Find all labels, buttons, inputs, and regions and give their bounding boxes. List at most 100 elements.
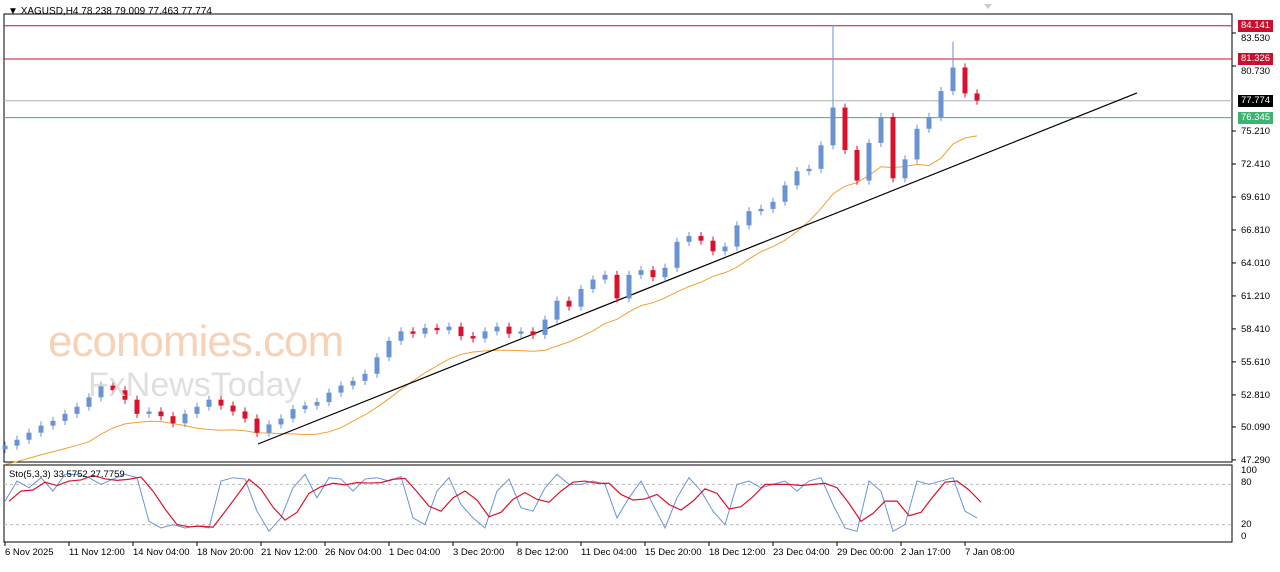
price-tick-label: 69.610 xyxy=(1241,191,1271,203)
candle-body xyxy=(50,420,56,426)
trendline xyxy=(257,92,1138,445)
price-tag-current: 77.774 xyxy=(1238,94,1274,107)
candle-body xyxy=(554,300,560,320)
candle-body xyxy=(338,385,344,393)
moving-average-line xyxy=(4,135,978,465)
price-tick-label: 72.410 xyxy=(1241,158,1271,170)
candle-body xyxy=(98,385,104,398)
candle-body xyxy=(578,288,584,307)
candle-body xyxy=(170,416,176,424)
candle-body xyxy=(926,116,932,129)
collapse-triangle-icon[interactable]: ▼ xyxy=(8,6,18,17)
candle-body xyxy=(158,411,164,417)
candle-body xyxy=(266,424,272,433)
candle-body xyxy=(422,327,428,334)
candle-body xyxy=(722,246,728,252)
watermark-economies: economies.com xyxy=(48,317,344,366)
price-tick-label: 64.010 xyxy=(1241,257,1271,269)
candle-body xyxy=(626,274,632,299)
candle-body xyxy=(182,413,188,424)
price-tick-label: 50.090 xyxy=(1241,421,1271,433)
candle-body xyxy=(458,326,464,337)
candle-body xyxy=(122,390,128,400)
candle-body xyxy=(410,331,416,334)
candle-body xyxy=(386,340,392,358)
price-tick-label: 61.210 xyxy=(1241,290,1271,302)
candle-body xyxy=(314,402,320,406)
candle-body xyxy=(542,319,548,335)
price-tag-support: 76.345 xyxy=(1238,111,1274,124)
candle-body xyxy=(14,439,20,446)
candle-body xyxy=(842,107,848,150)
date-tick-label: 26 Nov 04:00 xyxy=(325,547,382,558)
date-tick-label: 21 Nov 12:00 xyxy=(261,547,318,558)
candle-body xyxy=(746,211,752,226)
candle-body xyxy=(614,274,620,299)
candle-body xyxy=(134,399,140,414)
stochastic-level-label: 0 xyxy=(1241,531,1247,542)
candle-body xyxy=(398,331,404,341)
candle-body xyxy=(278,418,284,425)
candle-body xyxy=(638,270,644,275)
candle-body xyxy=(362,373,368,381)
scroll-marker-icon xyxy=(984,4,992,9)
stochastic-k-line xyxy=(4,473,978,533)
main-pane-frame xyxy=(3,13,1233,463)
chart-title: ▼ XAGUSD,H4 78.238 79.009 77.463 77.774 xyxy=(8,6,212,18)
date-tick-label: 6 Nov 2025 xyxy=(5,547,54,558)
date-tick-label: 11 Dec 04:00 xyxy=(581,547,637,558)
candle-body xyxy=(650,270,656,278)
date-tick-label: 3 Dec 20:00 xyxy=(453,547,505,558)
price-tick-label: 58.410 xyxy=(1241,323,1271,335)
price-tag-resistance: 84.141 xyxy=(1238,19,1274,32)
price-tick-label: 47.290 xyxy=(1241,454,1271,466)
candle-body xyxy=(818,145,824,169)
stochastic-level-label: 80 xyxy=(1241,477,1252,488)
candle-body xyxy=(962,67,968,94)
date-tick-label: 18 Dec 12:00 xyxy=(709,547,766,558)
candle-body xyxy=(686,235,692,242)
date-tick-label: 8 Dec 12:00 xyxy=(517,547,569,558)
stochastic-d-line xyxy=(8,474,982,528)
candle-body xyxy=(434,327,440,331)
price-tick-label: 83.530 xyxy=(1241,32,1271,44)
candle-body xyxy=(470,336,476,339)
date-tick-label: 15 Dec 20:00 xyxy=(645,547,702,558)
stochastic-label: Sto(5,3,3) 33.5752 27.7759 xyxy=(9,469,125,480)
candle-body xyxy=(146,411,152,414)
stochastic-pane-frame xyxy=(3,464,1233,543)
candle-body xyxy=(242,411,248,419)
candle-body xyxy=(302,405,308,410)
candle-body xyxy=(866,142,872,181)
candle-body xyxy=(566,300,572,307)
candle-body xyxy=(710,240,716,252)
date-tick-label: 18 Nov 20:00 xyxy=(197,547,254,558)
candle-body xyxy=(794,171,800,186)
candle-body xyxy=(734,225,740,247)
candle-body xyxy=(590,279,596,289)
candle-body xyxy=(506,326,512,334)
date-tick-label: 2 Jan 17:00 xyxy=(901,547,951,558)
candle-body xyxy=(62,413,68,421)
candle-body xyxy=(902,159,908,179)
candle-body xyxy=(74,406,80,414)
candle-body xyxy=(290,409,296,419)
candle-body xyxy=(218,399,224,406)
price-tick-label: 66.810 xyxy=(1241,224,1271,236)
candle-body xyxy=(782,185,788,202)
candle-body xyxy=(206,399,212,407)
candle-body xyxy=(758,208,764,212)
price-tick-label: 80.730 xyxy=(1241,65,1271,77)
candle-body xyxy=(326,392,332,403)
candle-body xyxy=(662,267,668,278)
date-tick-label: 1 Dec 04:00 xyxy=(389,547,441,558)
candle-body xyxy=(26,432,32,440)
candle-body xyxy=(890,116,896,179)
candle-body xyxy=(698,235,704,241)
candle-body xyxy=(806,168,812,172)
candle-body xyxy=(86,397,92,407)
date-tick-label: 7 Jan 08:00 xyxy=(965,547,1015,558)
candle-body xyxy=(194,406,200,414)
